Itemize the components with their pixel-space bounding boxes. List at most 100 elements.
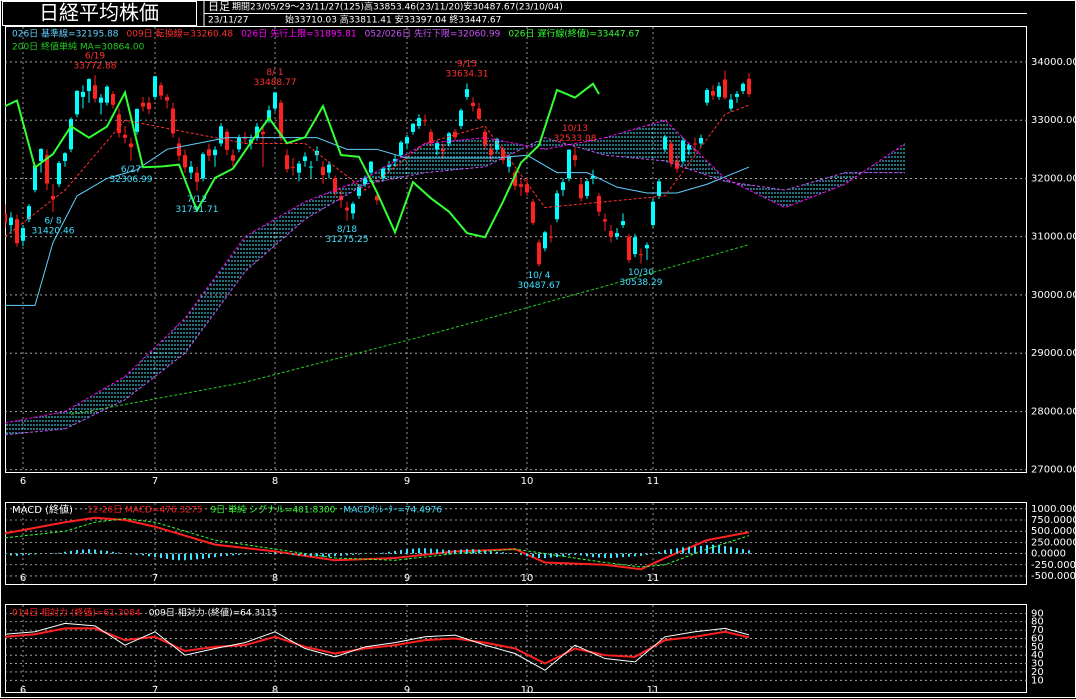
legend-entry: 014日 相対力 (終値)=61.3084 [12,607,141,619]
y-tick-label: -500.000 [1031,571,1076,582]
legend-entry: 026日 先行上限=31895.81 [241,28,357,40]
series-line [5,104,750,238]
candle-body [5,213,7,224]
legend-entry: 009日 相対力 (終値)=64.3115 [149,607,278,619]
ohlc-summary: 始33710.03 高33811.41 安33397.04 終33447.67 [285,14,501,26]
candle-body [435,143,439,150]
annotation-value: 33772.88 [74,62,117,72]
y-tick-label: 1000.000 [1031,504,1076,515]
candle-body [105,86,109,103]
x-tick-label: 7 [152,476,158,487]
panel-title: MACD (終値) [12,503,73,516]
candle-body [723,79,727,98]
candle-body [225,131,229,150]
candle-body [459,110,463,127]
candle-body [243,137,247,139]
candle-body [57,163,61,185]
candle-body [261,131,265,135]
candle-body [297,163,301,173]
candle-body [531,201,535,223]
plot-area [5,516,750,571]
y-tick-label: 30 [1031,659,1044,670]
candle-body [285,155,289,170]
y-tick-label: 50 [1031,642,1044,653]
candle-body [525,184,529,193]
candle-body [699,137,703,144]
candle-body [477,108,481,119]
candle-body [393,159,397,161]
candle-body [291,166,295,168]
candle-body [15,219,19,244]
candle-body [381,168,385,179]
candle-body [309,166,313,168]
candle-body [75,90,79,115]
candle-body [51,195,55,200]
candle-body [555,193,559,220]
candle-body [573,155,577,161]
y-tick-label: 30000.00 [1031,290,1076,301]
main-panel [5,26,1027,473]
candle-body [693,143,697,145]
annotation-date: 9/15 [457,60,477,70]
candle-body [153,76,157,97]
candle-body [327,164,331,173]
title: 日経平均株価 [39,1,159,25]
candle-body [117,114,121,133]
candle-body [171,108,175,134]
candle-body [267,110,271,121]
candle-body [279,102,283,138]
annotation-value: 31791.71 [176,205,219,215]
candle-body [111,93,115,105]
y-tick-label: 0.0000 [1031,549,1066,560]
candle-body [621,221,625,226]
candle-body [513,172,517,186]
candle-body [507,156,511,167]
candle-body [453,131,457,138]
y-tick-label: 28000.00 [1031,406,1076,417]
annotation-value: 31420.46 [32,227,75,237]
legend-entry: 026日 基準線=32195.88 [12,28,119,40]
candle-body [483,131,487,146]
y-tick-label: 40 [1031,650,1044,661]
candle-body [147,102,151,110]
annotation-date: 8/ 1 [266,68,283,78]
candle-body [423,120,427,122]
candle-body [357,186,361,196]
candle-body [663,137,667,150]
candle-body [549,236,553,238]
candle-body [129,143,133,148]
annotation-date: 10/30 [628,268,654,278]
legend-entry: 026日 遅行線(終値)=33447.67 [508,28,640,40]
candle-body [273,92,277,109]
annotation-date: 6/27 [121,165,141,175]
legend-entry: 200日 終値単純 MA=30864.00 [12,41,145,53]
candle-body [363,177,367,185]
series-line [5,622,750,671]
candle-body [639,254,643,256]
x-tick-label: 10 [521,476,534,487]
y-tick-label: 27000.00 [1031,465,1076,476]
series-line [5,627,750,665]
candle-body [195,172,199,182]
candle-body [69,119,73,150]
candle-body [615,233,619,237]
date: 23/11/27 [208,16,248,26]
y-tick-label: 90 [1031,608,1044,619]
candle-body [219,126,223,144]
legend-entry: MACDｵｼﾚｰﾀｰ=74.4976 [343,505,442,516]
candle-body [687,145,691,150]
candle-body [45,155,49,184]
annotation-value: 31275.25 [326,235,369,245]
annotation-date: 10/ 4 [527,271,550,281]
x-tick-label: 8 [272,476,278,487]
candle-body [387,165,391,167]
legend-entry: 052/026日 先行下限=32060.99 [365,28,501,40]
candle-body [741,83,745,92]
candle-body [33,165,37,191]
plot-area [5,70,906,436]
candle-body [585,181,589,196]
candle-body [237,137,241,150]
candle-body [597,195,601,212]
y-tick-label: 60 [1031,633,1044,644]
